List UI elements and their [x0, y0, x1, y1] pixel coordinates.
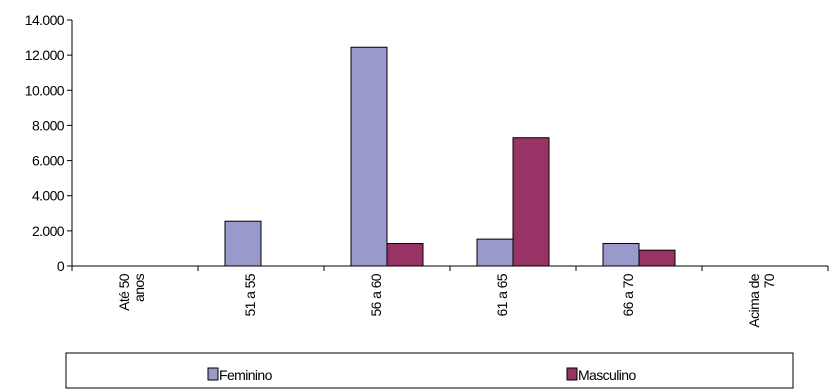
category-labels: Até 50anos 51 a 55 56 a 60 61 a 65 66 a 70 Ac… — [116, 273, 777, 327]
x-axis — [71, 265, 829, 271]
category-label: 56 a 60 — [368, 273, 384, 316]
y-tick-label: 8.000 — [32, 117, 65, 133]
bar-feminino — [602, 243, 640, 267]
y-tick-label: 4.000 — [32, 188, 65, 204]
legend-box — [65, 352, 794, 389]
category-label: 51 a 55 — [242, 273, 258, 316]
y-tick-label: 10.000 — [25, 82, 65, 98]
y-tick-label: 6.000 — [32, 153, 65, 169]
bar-masculino — [386, 243, 424, 267]
bar-feminino — [224, 220, 262, 267]
bar-masculino — [638, 249, 676, 267]
category-label: 66 a 70 — [620, 273, 636, 316]
category-label: Acima de70 — [746, 273, 777, 327]
y-tick-label: 0 — [57, 258, 65, 274]
legend: Feminino Masculino — [65, 352, 794, 389]
category-label: Até 50anos — [116, 273, 147, 311]
bar-feminino — [350, 46, 388, 267]
y-tick-label: 12.000 — [25, 47, 65, 63]
bars — [224, 46, 676, 267]
legend-swatch-feminino — [207, 367, 219, 381]
bar-feminino — [476, 238, 514, 267]
bar-masculino — [512, 137, 550, 267]
y-axis: 0 2.000 4.000 6.000 8.000 10.000 12.000 14.000 — [25, 12, 73, 274]
category-label: 61 a 65 — [494, 273, 510, 316]
y-tick-label: 2.000 — [32, 223, 65, 239]
y-tick-label: 14.000 — [25, 12, 65, 28]
legend-swatch-masculino — [566, 367, 578, 381]
legend-label-feminino: Feminino — [219, 367, 273, 383]
legend-label-masculino: Masculino — [578, 367, 636, 383]
